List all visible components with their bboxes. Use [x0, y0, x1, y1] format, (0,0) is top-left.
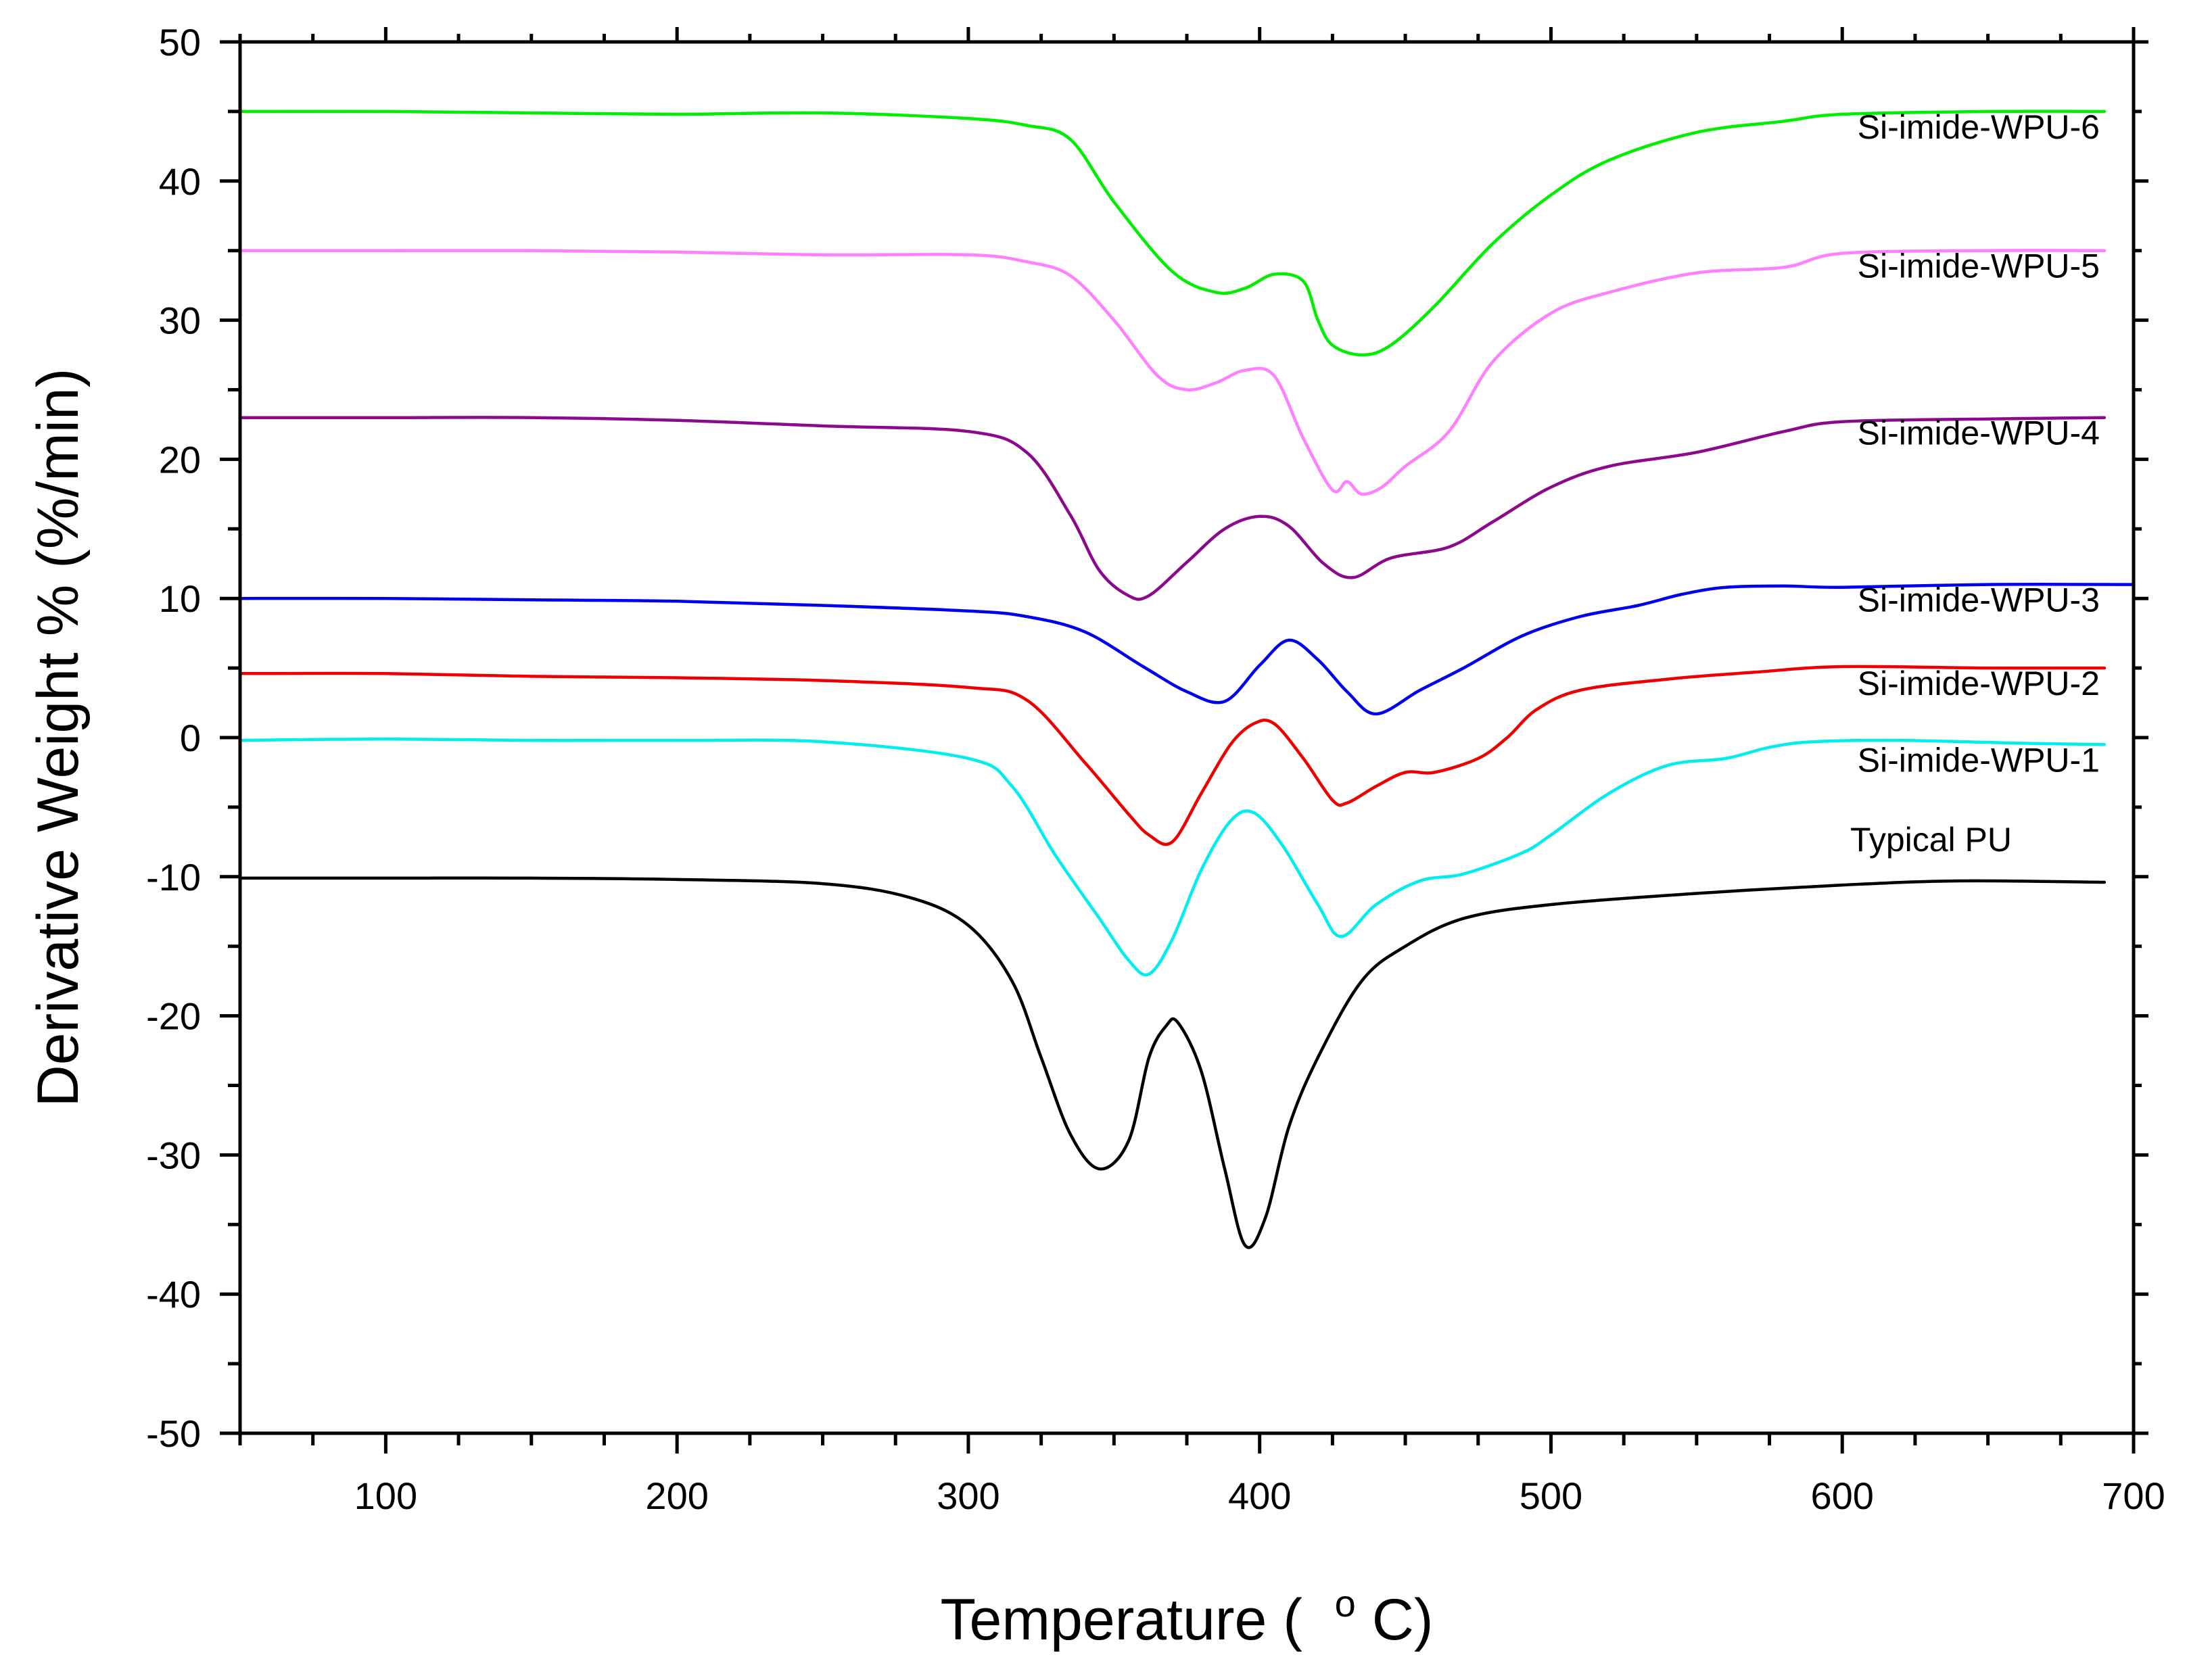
series-line-typical-pu	[238, 876, 2107, 1249]
series-label-si-imide-wpu-2: Si-imide-WPU-2	[1858, 665, 2100, 702]
y-tick-label: -10	[146, 856, 201, 898]
x-tick-label: 600	[1811, 1474, 1874, 1517]
series-label-typical-pu: Typical PU	[1850, 821, 2012, 859]
x-tick-label: 500	[1520, 1474, 1582, 1517]
y-tick-label: -20	[146, 995, 201, 1038]
x-tick-label: 200	[645, 1474, 708, 1517]
x-tick-label: 100	[354, 1474, 417, 1517]
series-line-si-imide-wpu-6	[238, 110, 2107, 357]
x-axis-title: Temperature ( o C)	[941, 1564, 1434, 1652]
y-tick-label: 40	[159, 160, 201, 203]
y-tick-label: 20	[159, 438, 201, 481]
series-line-si-imide-wpu-1	[238, 737, 2107, 977]
y-tick-label: 0	[180, 717, 201, 759]
x-axis-title-unit-superscript: o	[1335, 1582, 1356, 1625]
y-tick-label: -30	[146, 1134, 201, 1176]
series-label-si-imide-wpu-1: Si-imide-WPU-1	[1858, 741, 2100, 779]
y-tick-label: -50	[146, 1412, 201, 1455]
series-label-si-imide-wpu-4: Si-imide-WPU-4	[1858, 414, 2100, 452]
y-tick-label: 10	[159, 577, 201, 620]
series-line-si-imide-wpu-2	[238, 665, 2107, 846]
x-axis-title-unit: C)	[1372, 1587, 1434, 1652]
x-axis-title-unit-prefix: (	[1283, 1587, 1319, 1652]
x-axis-title-text: Temperature	[941, 1587, 1267, 1652]
series-label-si-imide-wpu-5: Si-imide-WPU-5	[1858, 247, 2100, 285]
series-label-si-imide-wpu-3: Si-imide-WPU-3	[1858, 581, 2100, 619]
series-labels: Si-imide-WPU-6 Si-imide-WPU-5 Si-imide-WPU…	[1850, 108, 2100, 859]
series-line-si-imide-wpu-5	[238, 249, 2107, 496]
x-tick-label: 700	[2102, 1474, 2165, 1517]
y-tick-label: 30	[159, 299, 201, 342]
y-tick-label: 50	[159, 21, 201, 64]
y-tick-label: -40	[146, 1273, 201, 1316]
x-tick-label: 400	[1228, 1474, 1291, 1517]
series-group	[238, 110, 2136, 1249]
series-line-si-imide-wpu-3	[238, 583, 2136, 716]
y-axis: -50 -40 -30 -20 -10 0 10 20 30 40 50	[146, 21, 2148, 1455]
x-tick-label: 300	[937, 1474, 1000, 1517]
series-line-si-imide-wpu-4	[238, 416, 2107, 601]
y-axis-title: Derivative Weight % (%/min)	[26, 368, 91, 1107]
series-label-si-imide-wpu-6: Si-imide-WPU-6	[1858, 108, 2100, 146]
